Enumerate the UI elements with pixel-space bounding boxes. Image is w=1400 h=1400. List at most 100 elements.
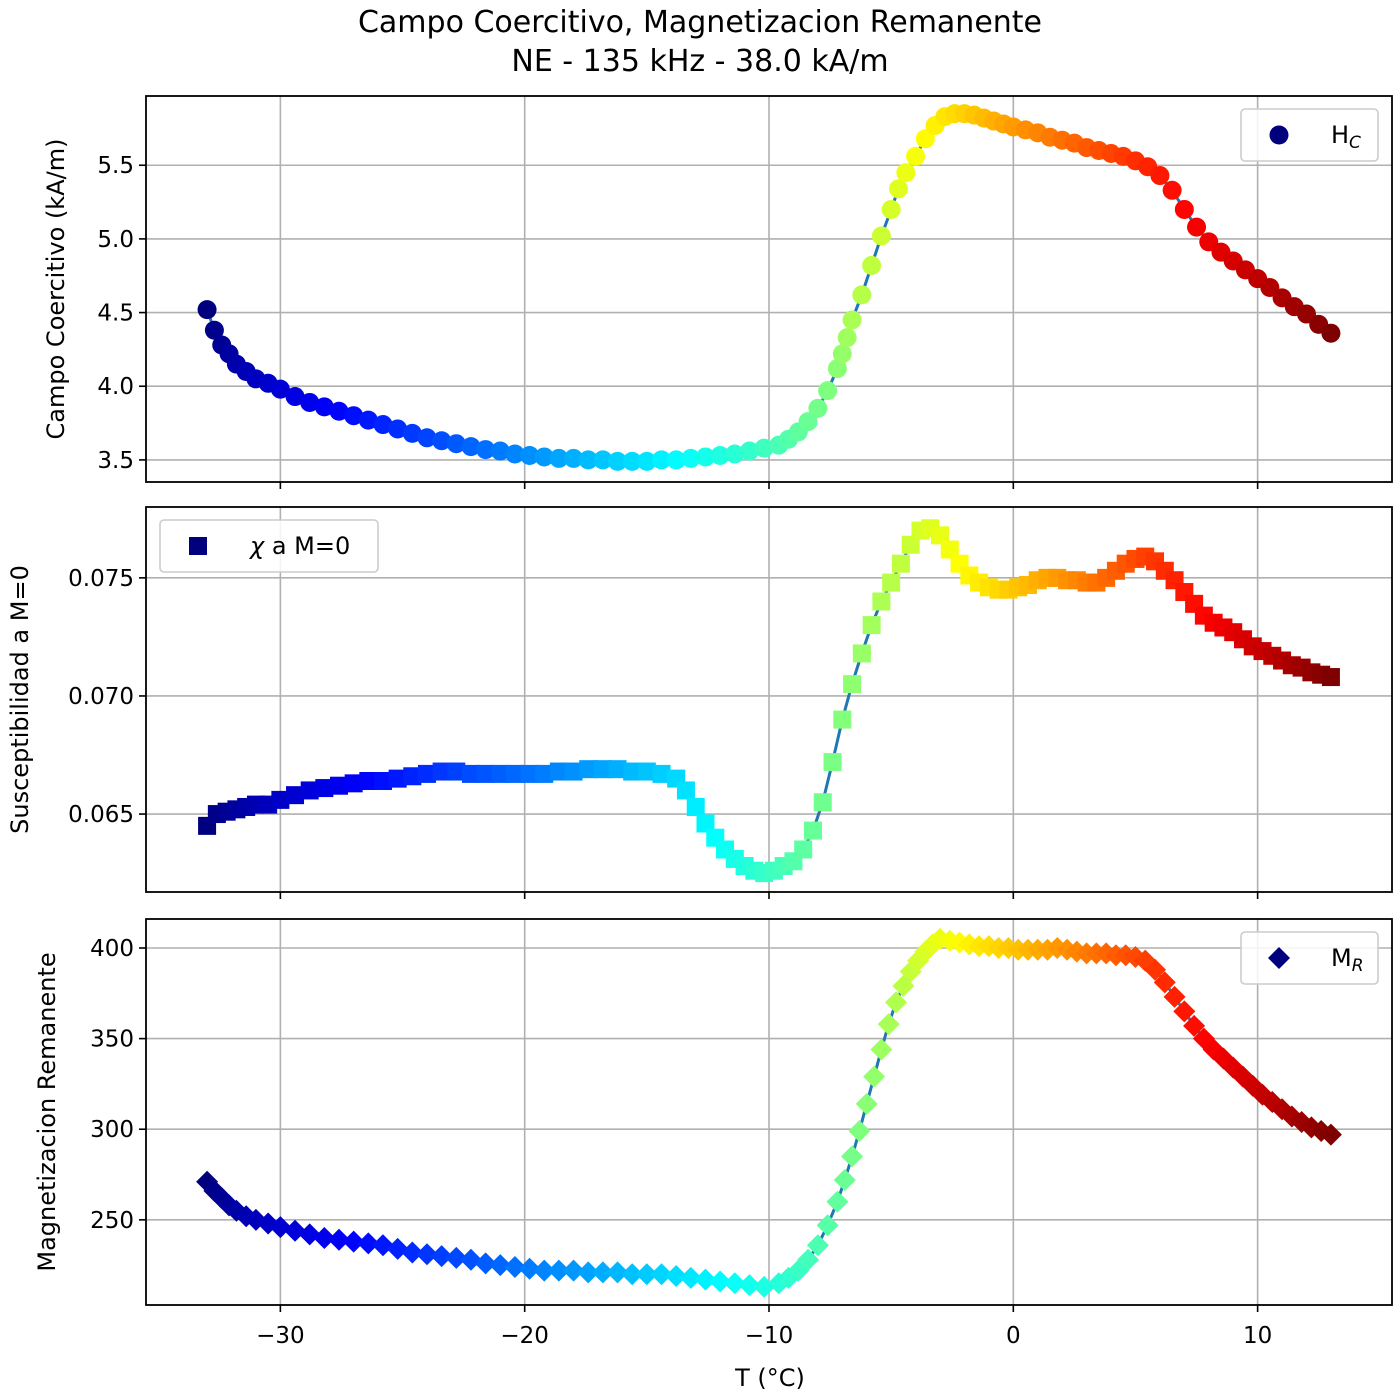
coercive-field-data-point <box>388 419 408 439</box>
susceptibility-data-point <box>403 767 422 786</box>
remanence-data-point <box>445 1246 468 1269</box>
coercive-field-data-point <box>446 434 466 454</box>
remanence-data-point <box>430 1245 453 1268</box>
coercive-field-data-point <box>827 359 847 379</box>
coercive-field-data-point <box>461 437 481 457</box>
coercive-field-data-point <box>476 440 496 460</box>
susceptibility-data-point <box>823 753 842 772</box>
susceptibility-data-point <box>608 760 627 779</box>
susceptibility-data-point <box>652 764 671 783</box>
remanence-data-point <box>885 991 908 1014</box>
coercive-field-data-point <box>754 438 774 458</box>
susceptibility-data-point <box>344 774 363 793</box>
remanence-data-point <box>841 1145 864 1168</box>
coercive-field-data-point <box>402 423 422 443</box>
coercive-field-data-point <box>329 401 349 421</box>
remanence-data-point <box>826 1190 849 1213</box>
coercive-field-data-point <box>505 444 525 464</box>
panels: 3.5 4.0 4.5 5.0 5.5 Campo Coercitivo (kA/m) HC… <box>6 95 1393 1349</box>
coercive-field-data-point <box>204 320 224 340</box>
susceptibility-data-point <box>417 764 436 783</box>
coercive-field-data-point <box>314 397 334 417</box>
remanence-data-point <box>577 1261 600 1284</box>
susceptibility-data-point <box>564 762 583 781</box>
y-tick-label: 3.5 <box>97 448 134 474</box>
legend-marker <box>189 537 207 555</box>
remanence-data-point <box>797 1248 820 1271</box>
remanence-panel: −30 −20 −10 0 10 250 300 350 400 Magnetizacion Re… <box>33 918 1393 1349</box>
coercive-field-data-point <box>739 441 759 461</box>
y-tick-label: 400 <box>90 936 134 962</box>
legend-box <box>1240 108 1379 162</box>
remanence-data-point <box>855 1092 878 1115</box>
remanence-data-point <box>1153 971 1176 994</box>
remanence-data-point <box>665 1265 688 1288</box>
susceptibility-data-point <box>330 776 349 795</box>
coercive-field-data-point <box>534 447 554 467</box>
coercive-field-data-point <box>652 450 672 470</box>
remanence-data-point <box>415 1243 438 1266</box>
coercive-field-data-point <box>432 431 452 451</box>
remanence-data-point <box>606 1261 629 1284</box>
coercive-field-data-point <box>1321 323 1341 343</box>
legend-box <box>159 519 379 573</box>
y-tick-label: 350 <box>90 1027 134 1053</box>
coercive-field-data-point <box>842 310 862 330</box>
coercive-field-data-point <box>896 163 916 183</box>
susceptibility-data-point <box>286 786 305 805</box>
coercive-field-data-point <box>681 448 701 468</box>
coercive-field-data-point <box>808 398 828 418</box>
susceptibility-data-point <box>373 771 392 790</box>
legend-marker <box>1269 125 1289 145</box>
susceptibility-data-point <box>491 764 510 783</box>
x-tick-label: 10 <box>1243 1323 1272 1349</box>
coercive-field-data-point <box>666 450 686 470</box>
coercive-field-data-point <box>373 415 393 435</box>
coercive-field-legend: HC <box>1240 108 1379 162</box>
legend-box <box>1240 931 1379 985</box>
remanence-data-point <box>694 1268 717 1291</box>
coercive-field-data-point <box>837 328 857 348</box>
remanence-data-point <box>877 1013 900 1036</box>
susceptibility-data-point <box>882 573 901 592</box>
coercive-field-data-point <box>862 255 882 275</box>
susceptibility-legend: χ a M=0 <box>159 519 379 573</box>
susceptibility-data-point <box>520 764 539 783</box>
remanence-data-point <box>753 1275 776 1298</box>
remanence-data-point <box>679 1266 702 1289</box>
remanence-series <box>196 927 1342 1298</box>
y-tick-label: 4.5 <box>97 301 134 327</box>
coercive-field-data-point <box>832 344 852 364</box>
susceptibility-data-point <box>813 793 832 812</box>
coercive-field-data-point <box>871 226 891 246</box>
chart-subtitle: NE - 135 kHz - 38.0 kA/m <box>511 44 888 79</box>
remanence-data-point <box>474 1252 497 1275</box>
susceptibility-panel: 0.065 0.070 0.075 Susceptibilidad a M=0 χ a … <box>6 506 1393 899</box>
susceptibility-data-point <box>432 762 451 781</box>
coercive-field-data-point <box>1162 180 1182 200</box>
coercive-field-data-point <box>915 129 935 149</box>
y-tick-label: 5.5 <box>97 153 134 179</box>
remanence-data-point <box>298 1223 321 1246</box>
remanence-data-point <box>386 1237 409 1260</box>
susceptibility-y-axis-label: Susceptibilidad a M=0 <box>6 565 34 834</box>
x-tick-label: −20 <box>500 1323 549 1349</box>
remanence-data-point <box>547 1259 570 1282</box>
remanence-legend: MR <box>1240 931 1379 985</box>
y-tick-label: 250 <box>90 1208 134 1234</box>
susceptibility-data-point <box>300 781 319 800</box>
remanence-data-point <box>269 1216 292 1239</box>
remanence-data-point <box>816 1214 839 1237</box>
susceptibility-data-point <box>535 764 554 783</box>
coercive-field-data-point <box>906 146 926 166</box>
coercive-field-data-point <box>490 441 510 461</box>
susceptibility-data-point <box>696 814 715 833</box>
remanence-data-point <box>870 1038 893 1061</box>
coercive-field-data-point <box>358 410 378 430</box>
susceptibility-data-point <box>271 790 290 809</box>
remanence-data-point <box>401 1241 424 1264</box>
coercive-field-y-axis-label: Campo Coercitivo (kA/m) <box>42 139 70 440</box>
coercive-field-data-point <box>608 451 628 471</box>
susceptibility-data-point <box>505 764 524 783</box>
